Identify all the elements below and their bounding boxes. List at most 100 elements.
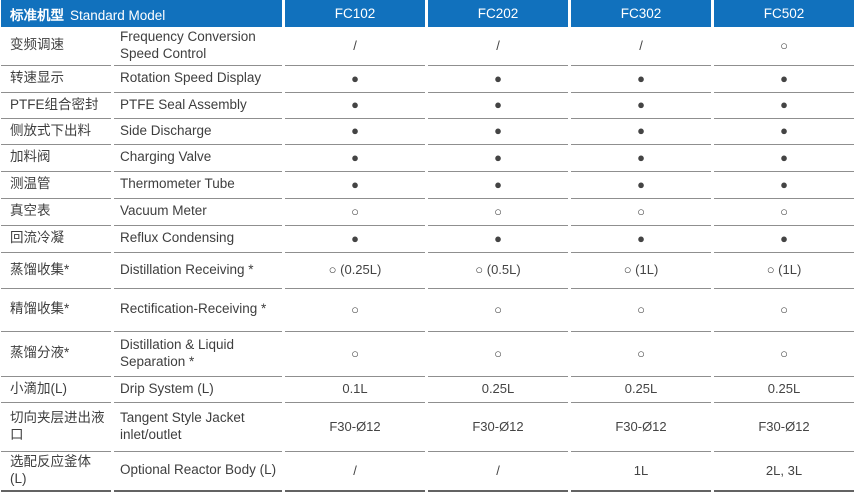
model-value: ○ bbox=[285, 288, 425, 332]
model-value: F30-Ø12 bbox=[571, 402, 711, 452]
model-value: ● bbox=[285, 92, 425, 119]
feature-name-en: Tangent Style Jacket inlet/outlet bbox=[114, 402, 282, 452]
model-value: ● bbox=[714, 225, 854, 253]
table-row: 蒸馏收集* Distillation Receiving * ○ (0.25L)… bbox=[1, 252, 854, 289]
table-row: 侧放式下出料 Side Discharge ● ● ● ● bbox=[1, 118, 854, 145]
feature-name-en: Side Discharge bbox=[114, 118, 282, 145]
column-header-model-fc502: FC502 bbox=[714, 0, 854, 27]
feature-name-en: Optional Reactor Body (L) bbox=[114, 451, 282, 492]
column-header-model-fc202: FC202 bbox=[428, 0, 568, 27]
feature-name-en: Thermometer Tube bbox=[114, 171, 282, 199]
model-value: / bbox=[285, 27, 425, 66]
feature-name-cn: 小滴加(L) bbox=[1, 376, 111, 403]
model-value: ● bbox=[285, 144, 425, 172]
feature-name-en: Charging Valve bbox=[114, 144, 282, 172]
model-value: ● bbox=[571, 65, 711, 93]
model-value: ● bbox=[571, 171, 711, 199]
feature-name-en: PTFE Seal Assembly bbox=[114, 92, 282, 119]
feature-name-cn: 侧放式下出料 bbox=[1, 118, 111, 145]
model-value: F30-Ø12 bbox=[285, 402, 425, 452]
feature-name-en: Drip System (L) bbox=[114, 376, 282, 403]
table-row: 测温管 Thermometer Tube ● ● ● ● bbox=[1, 171, 854, 199]
feature-name-en: Vacuum Meter bbox=[114, 198, 282, 226]
table-row: 切向夹层进出液口 Tangent Style Jacket inlet/outl… bbox=[1, 402, 854, 452]
header-label-cell: 标准机型 Standard Model bbox=[1, 0, 282, 27]
table-header: 标准机型 Standard Model FC102 FC202 FC302 FC5… bbox=[1, 0, 854, 27]
model-value: ● bbox=[428, 118, 568, 145]
model-value: ● bbox=[714, 171, 854, 199]
feature-name-en: Reflux Condensing bbox=[114, 225, 282, 253]
column-header-model-fc302: FC302 bbox=[571, 0, 711, 27]
model-value: 2L, 3L bbox=[714, 451, 854, 492]
table-row: 蒸馏分液* Distillation & Liquid Separation *… bbox=[1, 331, 854, 377]
header-row: 标准机型 Standard Model FC102 FC202 FC302 FC5… bbox=[1, 0, 854, 27]
model-value: ● bbox=[428, 92, 568, 119]
table-row: PTFE组合密封 PTFE Seal Assembly ● ● ● ● bbox=[1, 92, 854, 119]
model-value: / bbox=[571, 27, 711, 66]
model-value: ○ bbox=[571, 331, 711, 377]
feature-name-cn: 回流冷凝 bbox=[1, 225, 111, 253]
feature-name-cn: 蒸馏分液* bbox=[1, 331, 111, 377]
model-value: ● bbox=[714, 144, 854, 172]
feature-name-cn: 蒸馏收集* bbox=[1, 252, 111, 289]
model-value: 0.25L bbox=[571, 376, 711, 403]
model-value: ● bbox=[714, 65, 854, 93]
table-row: 回流冷凝 Reflux Condensing ● ● ● ● bbox=[1, 225, 854, 253]
model-value: ○ bbox=[285, 331, 425, 377]
model-value: ● bbox=[571, 225, 711, 253]
model-value: ○ (0.25L) bbox=[285, 252, 425, 289]
model-value: ○ bbox=[571, 198, 711, 226]
model-value: ○ (0.5L) bbox=[428, 252, 568, 289]
model-value: ○ bbox=[285, 198, 425, 226]
feature-name-cn: 转速显示 bbox=[1, 65, 111, 93]
feature-name-cn: PTFE组合密封 bbox=[1, 92, 111, 119]
model-value: ● bbox=[571, 92, 711, 119]
feature-name-en: Rectification-Receiving * bbox=[114, 288, 282, 332]
model-value: ● bbox=[285, 171, 425, 199]
feature-name-cn: 选配反应釜体 (L) bbox=[1, 451, 111, 492]
model-value: 1L bbox=[571, 451, 711, 492]
model-value: ○ bbox=[428, 288, 568, 332]
model-value: 0.1L bbox=[285, 376, 425, 403]
model-value: / bbox=[428, 27, 568, 66]
table-row: 精馏收集* Rectification-Receiving * ○ ○ ○ ○ bbox=[1, 288, 854, 332]
table-row: 真空表 Vacuum Meter ○ ○ ○ ○ bbox=[1, 198, 854, 226]
table-row: 小滴加(L) Drip System (L) 0.1L 0.25L 0.25L … bbox=[1, 376, 854, 403]
table-body: 变频调速 Frequency Conversion Speed Control … bbox=[1, 27, 854, 492]
table-row: 选配反应釜体 (L) Optional Reactor Body (L) / /… bbox=[1, 451, 854, 492]
model-value: ● bbox=[714, 92, 854, 119]
model-value: ● bbox=[428, 144, 568, 172]
model-value: F30-Ø12 bbox=[428, 402, 568, 452]
feature-name-en: Frequency Conversion Speed Control bbox=[114, 27, 282, 66]
header-label-cn: 标准机型 bbox=[10, 7, 64, 23]
model-value: ○ bbox=[428, 198, 568, 226]
feature-name-en: Distillation Receiving * bbox=[114, 252, 282, 289]
feature-name-cn: 真空表 bbox=[1, 198, 111, 226]
model-value: 0.25L bbox=[428, 376, 568, 403]
model-value: / bbox=[285, 451, 425, 492]
feature-name-cn: 测温管 bbox=[1, 171, 111, 199]
model-value: ● bbox=[285, 225, 425, 253]
table-row: 加料阀 Charging Valve ● ● ● ● bbox=[1, 144, 854, 172]
model-value: ● bbox=[428, 65, 568, 93]
model-value: F30-Ø12 bbox=[714, 402, 854, 452]
feature-name-cn: 切向夹层进出液口 bbox=[1, 402, 111, 452]
model-value: ○ bbox=[714, 27, 854, 66]
column-header-model-fc102: FC102 bbox=[285, 0, 425, 27]
model-value: ● bbox=[285, 118, 425, 145]
model-value: ○ bbox=[428, 331, 568, 377]
header-label-en: Standard Model bbox=[70, 7, 166, 23]
table-row: 转速显示 Rotation Speed Display ● ● ● ● bbox=[1, 65, 854, 93]
model-value: ○ bbox=[714, 288, 854, 332]
model-value: ● bbox=[428, 225, 568, 253]
model-value: 0.25L bbox=[714, 376, 854, 403]
feature-name-cn: 精馏收集* bbox=[1, 288, 111, 332]
model-value: ● bbox=[428, 171, 568, 199]
model-value: ○ bbox=[714, 198, 854, 226]
model-value: ● bbox=[285, 65, 425, 93]
model-value: ○ bbox=[714, 331, 854, 377]
model-value: / bbox=[428, 451, 568, 492]
model-value: ● bbox=[571, 118, 711, 145]
model-value: ● bbox=[714, 118, 854, 145]
